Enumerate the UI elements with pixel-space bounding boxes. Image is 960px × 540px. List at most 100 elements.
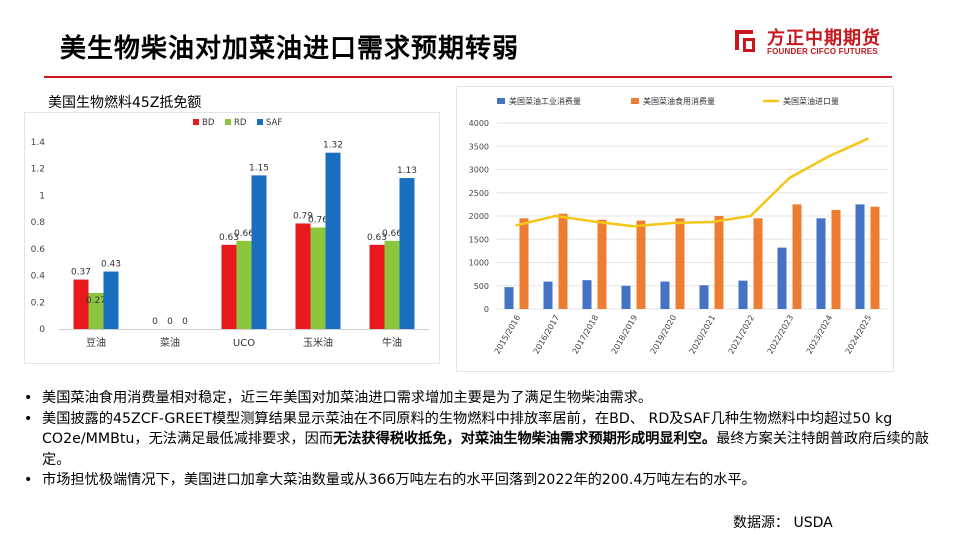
- y-tick-label: 3500: [469, 142, 489, 151]
- x-tick-label: 玉米油: [303, 336, 333, 349]
- data-label: 0.27: [86, 296, 106, 306]
- x-tick-label: 2019/2020: [649, 314, 679, 356]
- y-tick-label: 1: [39, 191, 45, 201]
- bar-rd: [310, 227, 326, 329]
- bar-rd: [236, 240, 252, 329]
- legend-swatch: [631, 98, 639, 104]
- legend-label: 美国菜油工业消费量: [509, 96, 581, 106]
- data-label: 0.37: [71, 268, 91, 278]
- bar-industrial-use: [504, 287, 514, 309]
- bar-rd: [88, 292, 104, 329]
- legend-label: BD: [202, 118, 215, 128]
- legend-swatch: [193, 119, 199, 125]
- company-logo: 方正中期期货 FOUNDER CIFCO FUTURES: [733, 24, 893, 60]
- y-tick-label: 0: [39, 325, 45, 335]
- bullet-list: • 美国菜油食用消费量相对稳定，近三年美国对加菜油进口需求增加主要是为了满足生物…: [22, 388, 942, 491]
- x-tick-label: UCO: [233, 338, 255, 349]
- y-tick-label: 2000: [469, 212, 489, 221]
- bar-industrial-use: [855, 204, 865, 309]
- legend-label: 美国菜油食用消费量: [643, 96, 715, 106]
- bullet-item: • 美国披露的45ZCF-GREET模型测算结果显示菜油在不同原料的生物燃料中排…: [22, 409, 942, 471]
- chart1-card: 0 0.2 0.4 0.6 0.8 1 1.2 1.4 BD RD SAF 豆油 0.37 0.27 0.4…: [24, 112, 440, 364]
- data-label: 1.13: [397, 166, 417, 176]
- bar-saf: [399, 178, 415, 329]
- bar-industrial-use: [738, 280, 748, 309]
- data-label: 0: [182, 317, 188, 327]
- bar-industrial-use: [777, 247, 787, 309]
- y-tick-label: 1.2: [31, 165, 45, 175]
- bullet-text: 最终方案关注特朗普政府后续的敲定。: [42, 431, 929, 468]
- bullet-item: • 美国菜油食用消费量相对稳定，近三年美国对加菜油进口需求增加主要是为了满足生物…: [22, 388, 942, 409]
- legend-label: 美国菜油进口量: [783, 96, 839, 106]
- line-point: [671, 221, 674, 225]
- line-point: [866, 137, 869, 141]
- data-label: 0.76: [308, 215, 328, 225]
- line-point: [749, 214, 752, 218]
- x-tick-label: 牛油: [382, 336, 402, 349]
- bar-industrial-use: [660, 281, 670, 309]
- y-tick-label: 2500: [469, 189, 489, 198]
- y-tick-label: 1500: [469, 235, 489, 244]
- bullet-text: 美国菜油食用消费量相对稳定，近三年美国对加菜油进口需求增加主要是为了满足生物柴油…: [42, 390, 653, 406]
- bar-bd: [221, 244, 237, 329]
- bar-saf: [325, 152, 341, 329]
- y-tick-label: 3000: [469, 166, 489, 175]
- logo-english-name: FOUNDER CIFCO FUTURES: [767, 47, 878, 56]
- data-label: 0.63: [367, 233, 387, 243]
- legend-swatch: [225, 119, 231, 125]
- bar-food-use: [870, 206, 880, 309]
- bar-food-use: [753, 218, 763, 309]
- y-tick-label: 1000: [469, 259, 489, 268]
- chart1-45z-credit: 0 0.2 0.4 0.6 0.8 1 1.2 1.4 BD RD SAF 豆油 0.37 0.27 0.4…: [31, 118, 429, 349]
- data-label: 0: [167, 317, 173, 327]
- title-divider: [44, 76, 892, 78]
- x-tick-label: 2024/2025: [844, 314, 874, 356]
- line-import-volume: [516, 137, 869, 228]
- x-tick-label: 2018/2019: [610, 314, 640, 356]
- legend-swatch: [497, 98, 505, 104]
- bar-saf: [251, 175, 267, 329]
- chart2-us-canola-oil: 0 500 1000 1500 2000 2500 3000 3500 4000 美国菜油工业消费…: [469, 96, 887, 356]
- y-tick-label: 0.4: [31, 272, 46, 282]
- data-label: 1.15: [249, 163, 269, 173]
- bar-food-use: [792, 204, 802, 309]
- data-label: 0.43: [101, 260, 121, 270]
- bar-bd: [369, 244, 385, 329]
- chart2-card: 0 500 1000 1500 2000 2500 3000 3500 4000 美国菜油工业消费…: [456, 86, 894, 372]
- bar-bd: [73, 279, 89, 329]
- bullet-text: 美国披露的45ZCF-GREET模型测算结果显示菜油在不同原料的生物燃料中排放率…: [42, 410, 893, 448]
- bullet-text: 市场担忧极端情况下，美国进口加拿大菜油数量或从366万吨左右的水平回落到2022…: [42, 472, 756, 488]
- bar-industrial-use: [621, 285, 631, 309]
- bullet-text-emphasis: 无法获得税收抵免，对菜油生物柴油需求预期形成明显利空。: [333, 431, 717, 447]
- data-label: 1.32: [323, 141, 343, 151]
- slide-title: 美生物柴油对加菜油进口需求预期转弱: [60, 34, 520, 64]
- bar-food-use: [597, 219, 607, 309]
- y-tick-label: 0.8: [31, 218, 46, 228]
- data-label: 0.66: [234, 229, 254, 239]
- bar-industrial-use: [699, 285, 709, 309]
- bar-food-use: [519, 218, 529, 309]
- legend-swatch: [257, 119, 263, 125]
- data-label: 0.63: [219, 233, 239, 243]
- logo-chinese-name: 方正中期期货: [767, 28, 881, 49]
- bar-saf: [103, 271, 119, 329]
- legend-label: RD: [234, 118, 247, 128]
- bar-industrial-use: [816, 218, 826, 309]
- x-tick-label: 菜油: [160, 336, 180, 349]
- data-label: 0: [152, 317, 158, 327]
- y-tick-label: 0: [484, 305, 489, 314]
- x-tick-label: 2022/2023: [766, 314, 796, 356]
- logo-mark-icon: [735, 30, 755, 52]
- bar-bd: [295, 223, 311, 329]
- y-tick-label: 4000: [469, 119, 489, 128]
- x-tick-label: 豆油: [86, 336, 106, 349]
- x-tick-label: 2015/2016: [493, 314, 523, 356]
- line-point: [827, 155, 830, 158]
- y-tick-label: 0.2: [31, 298, 45, 308]
- bar-rd: [384, 240, 400, 329]
- bar-food-use: [558, 213, 568, 309]
- bar-industrial-use: [543, 281, 553, 309]
- chart1-title: 美国生物燃料45Z抵免额: [48, 95, 202, 111]
- line-point: [593, 220, 596, 223]
- bar-food-use: [714, 216, 724, 309]
